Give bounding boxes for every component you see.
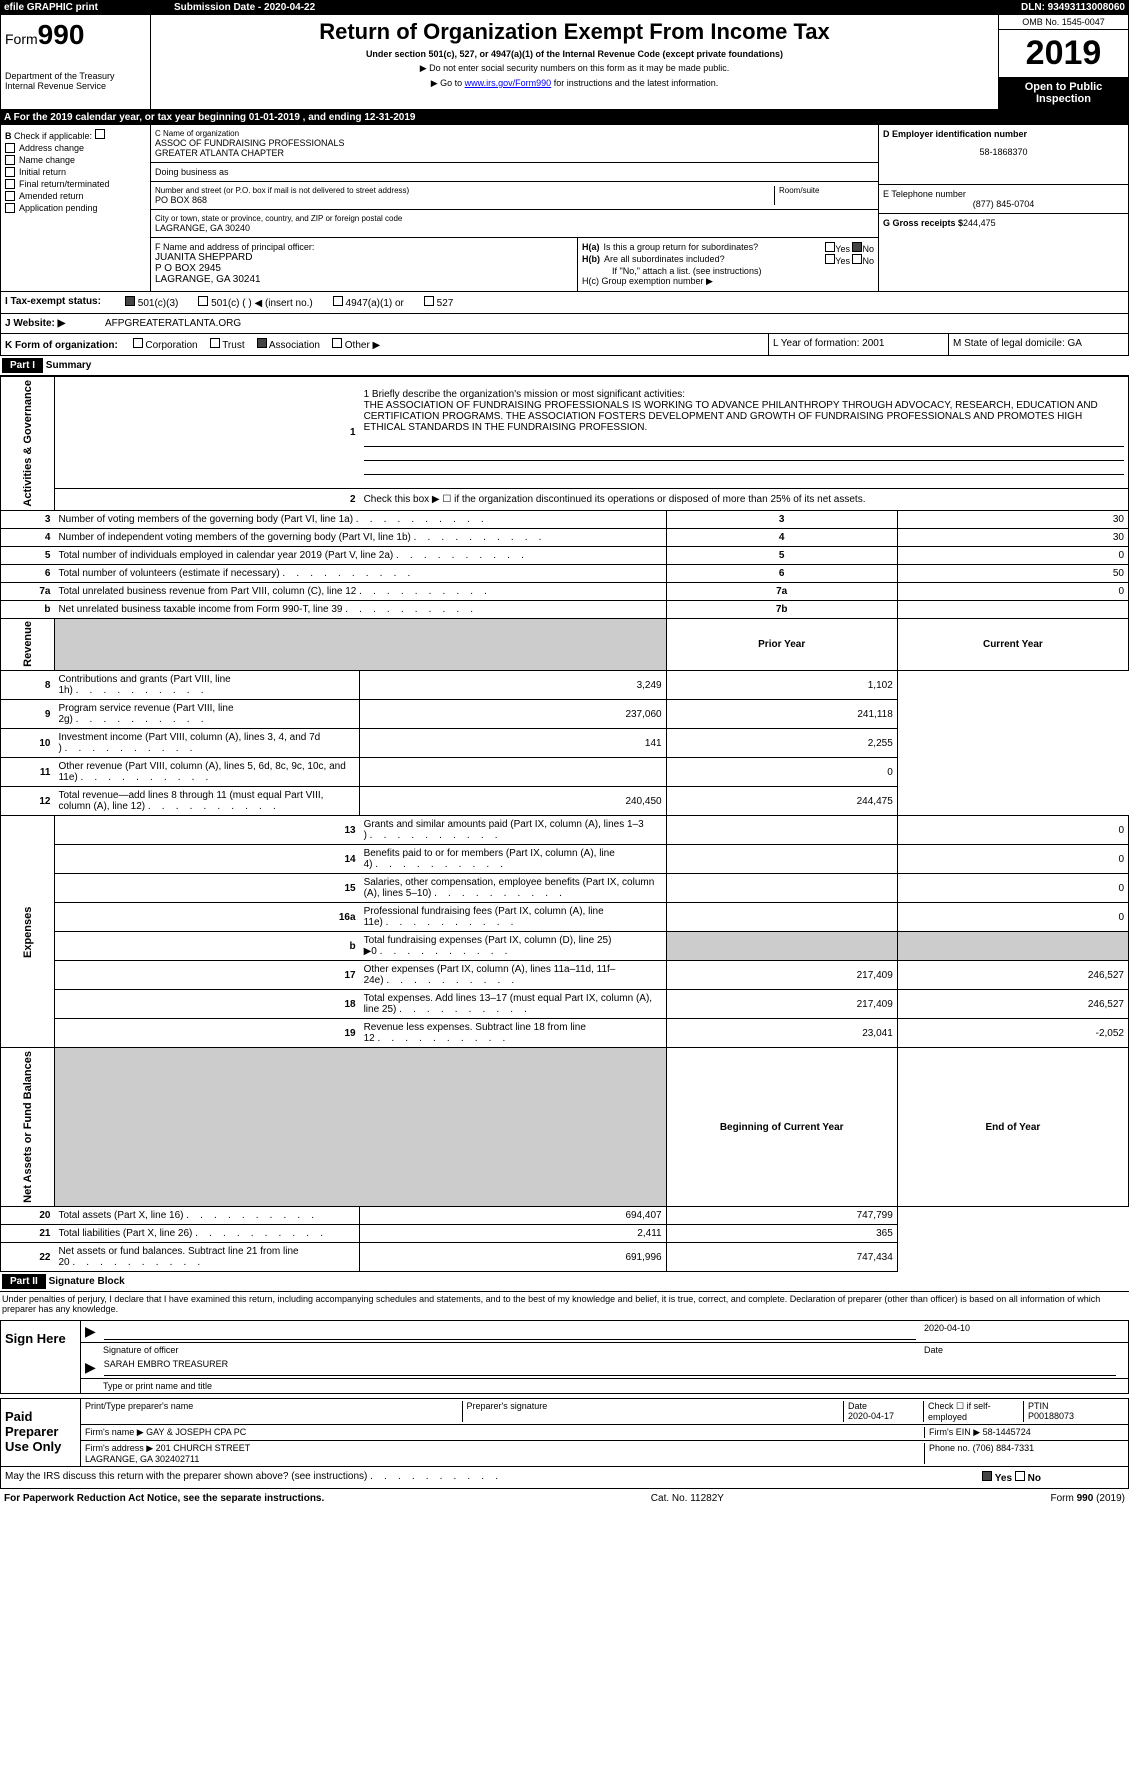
website-url: AFPGREATERATLANTA.ORG [101, 314, 1128, 333]
checkbox-initial-return[interactable] [5, 167, 15, 177]
tax-status-row: I Tax-exempt status: 501(c)(3) 501(c) ( … [0, 292, 1129, 314]
ha-no-checkbox[interactable] [852, 242, 862, 252]
submission-date: Submission Date - 2020-04-22 [154, 2, 925, 13]
discuss-no-checkbox[interactable] [1015, 1471, 1025, 1481]
sign-arrow-icon: ▶ [85, 1323, 96, 1340]
firm-phone: (706) 884-7331 [973, 1443, 1035, 1453]
org-opt-checkbox[interactable] [133, 338, 143, 348]
dln: DLN: 93493113008060 [925, 2, 1125, 13]
form-org-row: K Form of organization: Corporation Trus… [0, 334, 1129, 356]
summary-table: Activities & Governance 1 1 Briefly desc… [0, 376, 1129, 1272]
checkbox-applicable[interactable] [95, 129, 105, 139]
dept-label: Department of the Treasury Internal Reve… [5, 71, 146, 91]
tax-opt-checkbox[interactable] [424, 296, 434, 306]
org-opt-checkbox[interactable] [257, 338, 267, 348]
city-address: LAGRANGE, GA 30240 [155, 223, 874, 233]
top-bar: efile GRAPHIC print Submission Date - 20… [0, 0, 1129, 15]
note2: ▶ Go to www.irs.gov/Form990 for instruct… [155, 78, 994, 89]
hb-label: H(b) [582, 254, 600, 266]
form-version: Form 990 (2019) [1051, 1493, 1125, 1504]
part2-header: Part II Signature Block [0, 1272, 1129, 1292]
discuss-yes-checkbox[interactable] [982, 1471, 992, 1481]
sign-here-section: Sign Here ▶ 2020-04-10 Signature of offi… [0, 1320, 1129, 1394]
form-title: Return of Organization Exempt From Incom… [155, 19, 994, 45]
tax-opt-checkbox[interactable] [198, 296, 208, 306]
note1: ▶ Do not enter social security numbers o… [155, 63, 994, 74]
ptin: P00188073 [1028, 1411, 1074, 1421]
sign-arrow-icon: ▶ [85, 1359, 96, 1376]
checkbox-amended-return[interactable] [5, 191, 15, 201]
c-label: C Name of organization [155, 129, 874, 138]
e-label: E Telephone number [883, 189, 1124, 199]
hc-label: H(c) Group exemption number ▶ [582, 276, 874, 287]
website-row: J Website: ▶ AFPGREATERATLANTA.ORG [0, 314, 1129, 334]
state-domicile: M State of legal domicile: GA [948, 334, 1128, 355]
checkbox-address-change[interactable] [5, 143, 15, 153]
street-address: PO BOX 868 [155, 195, 774, 205]
firm-name: GAY & JOSEPH CPA PC [146, 1427, 246, 1437]
row-a-period: A For the 2019 calendar year, or tax yea… [0, 110, 1129, 125]
vtab-net: Net Assets or Fund Balances [1, 1048, 55, 1207]
g-label: G Gross receipts $ [883, 218, 963, 228]
checkbox-name-change[interactable] [5, 155, 15, 165]
hb-no-checkbox[interactable] [852, 254, 862, 264]
dba-label: Doing business as [151, 163, 878, 182]
ha-yes-checkbox[interactable] [825, 242, 835, 252]
checkbox-application-pending[interactable] [5, 203, 15, 213]
efile-label: efile GRAPHIC print [4, 2, 154, 13]
open-public: Open to Public Inspection [999, 77, 1128, 109]
f-label: F Name and address of principal officer: [155, 242, 573, 252]
officer-name: SARAH EMBRO TREASURER [104, 1359, 1116, 1376]
checkbox-final-return-terminated[interactable] [5, 179, 15, 189]
ha-label: H(a) [582, 242, 600, 254]
discuss-row: May the IRS discuss this return with the… [0, 1467, 1129, 1489]
tax-opt-checkbox[interactable] [125, 296, 135, 306]
org-opt-checkbox[interactable] [332, 338, 342, 348]
irs-link[interactable]: www.irs.gov/Form990 [465, 78, 552, 88]
vtab-revenue: Revenue [1, 618, 55, 671]
vtab-activities: Activities & Governance [1, 377, 55, 511]
page-footer: For Paperwork Reduction Act Notice, see … [0, 1489, 1129, 1508]
vtab-expenses: Expenses [1, 816, 55, 1048]
form-subtitle: Under section 501(c), 527, or 4947(a)(1)… [155, 49, 994, 59]
omb-number: OMB No. 1545-0047 [999, 15, 1128, 30]
form-number: Form990 [5, 19, 146, 51]
hb-yes-checkbox[interactable] [825, 254, 835, 264]
tax-opt-checkbox[interactable] [333, 296, 343, 306]
sign-date: 2020-04-10 [924, 1323, 1124, 1340]
section-b: B Check if applicable: Address changeNam… [0, 125, 1129, 292]
org-opt-checkbox[interactable] [210, 338, 220, 348]
firm-ein: 58-1445724 [983, 1427, 1031, 1437]
ein: 58-1868370 [883, 147, 1124, 157]
part1-header: Part I Summary [0, 356, 1129, 376]
gross-receipts: 244,475 [963, 218, 996, 228]
penalty-text: Under penalties of perjury, I declare th… [0, 1292, 1129, 1316]
d-label: D Employer identification number [883, 129, 1124, 139]
year-formation: L Year of formation: 2001 [768, 334, 948, 355]
org-name: ASSOC OF FUNDRAISING PROFESSIONALS GREAT… [155, 138, 874, 158]
paid-preparer-section: Paid Preparer Use Only Print/Type prepar… [0, 1398, 1129, 1467]
tax-year: 2019 [999, 30, 1128, 77]
mission-text: THE ASSOCIATION OF FUNDRAISING PROFESSIO… [364, 400, 1098, 433]
principal-officer: JUANITA SHEPPARD P O BOX 2945 LAGRANGE, … [155, 252, 573, 285]
phone: (877) 845-0704 [883, 199, 1124, 209]
room-suite-label: Room/suite [774, 186, 874, 205]
form-header: Form990 Department of the Treasury Inter… [0, 15, 1129, 110]
